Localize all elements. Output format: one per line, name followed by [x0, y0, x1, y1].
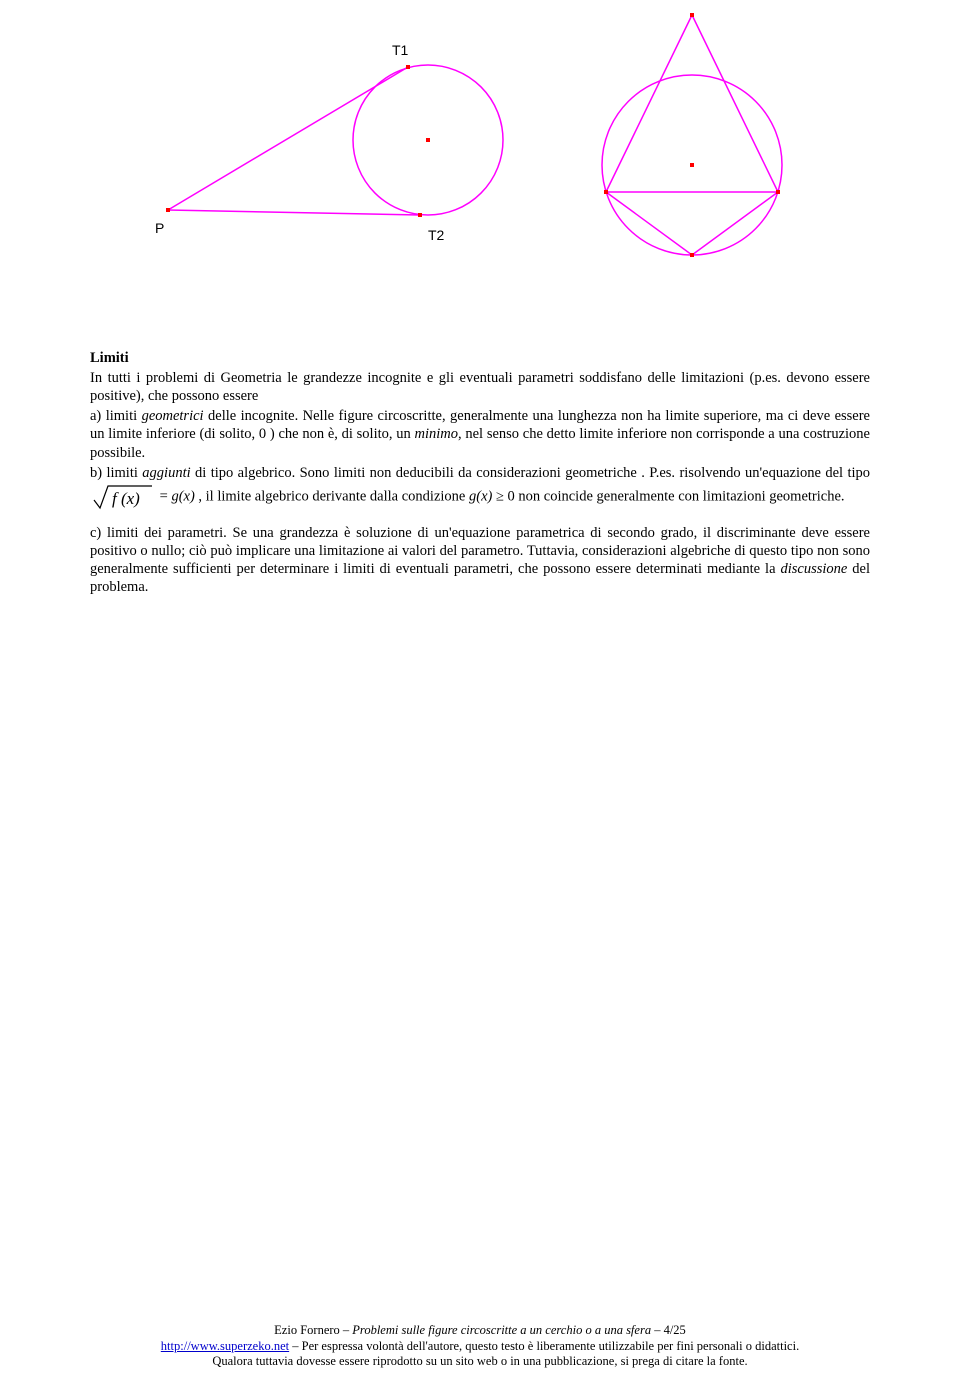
para-b-gx: g(x) — [171, 488, 194, 504]
para-a-em2: minimo — [415, 426, 459, 442]
svg-text:P: P — [155, 220, 164, 236]
para-b-em: aggiunti — [142, 465, 190, 481]
para-b-gx2: g(x) — [469, 488, 492, 504]
para-b-eq: = — [156, 488, 171, 504]
para-a-lead: a) limiti — [90, 408, 142, 424]
para-a: a) limiti geometrici delle incognite. Ne… — [90, 407, 870, 461]
footer-line2-rest: – Per espressa volontà dell'autore, ques… — [289, 1339, 799, 1353]
footer-line3: Qualora tuttavia dovesse essere riprodot… — [0, 1354, 960, 1370]
para-b-lead: b) limiti — [90, 465, 142, 481]
para-c-em: discussione — [780, 561, 847, 577]
svg-text:T1: T1 — [392, 42, 409, 58]
footer-page: – 4/25 — [651, 1323, 686, 1337]
footer-line1: Ezio Fornero – Problemi sulle figure cir… — [0, 1323, 960, 1339]
para-c-body: c) limiti dei parametri. Se una grandezz… — [90, 525, 870, 577]
figure-tangent: P T1 T2 — [128, 10, 548, 260]
footer-line2: http://www.superzeko.net – Per espressa … — [0, 1339, 960, 1355]
figures-row: P T1 T2 — [90, 0, 870, 315]
section-heading: Limiti — [90, 350, 870, 367]
page-footer: Ezio Fornero – Problemi sulle figure cir… — [0, 1323, 960, 1370]
para-intro: In tutti i problemi di Geometria le gran… — [90, 369, 870, 405]
para-b-mid: di tipo algebrico. Sono limiti non deduc… — [191, 465, 870, 481]
sqrt-expression: f (x) — [90, 482, 156, 512]
footer-author: Ezio Fornero – — [274, 1323, 352, 1337]
svg-text:f (x): f (x) — [112, 489, 140, 508]
para-b-mid2: , il limite algebrico derivante dalla co… — [195, 488, 469, 504]
footer-title: Problemi sulle figure circoscritte a un … — [352, 1323, 651, 1337]
para-b-cond: ≥ 0 non coincide generalmente con limita… — [492, 488, 844, 504]
para-c: c) limiti dei parametri. Se una grandezz… — [90, 524, 870, 597]
footer-url-link[interactable]: http://www.superzeko.net — [161, 1339, 289, 1353]
para-a-em: geometrici — [142, 408, 204, 424]
para-b: b) limiti aggiunti di tipo algebrico. So… — [90, 464, 870, 512]
figure-inscribed — [552, 10, 832, 275]
svg-text:T2: T2 — [428, 227, 445, 243]
